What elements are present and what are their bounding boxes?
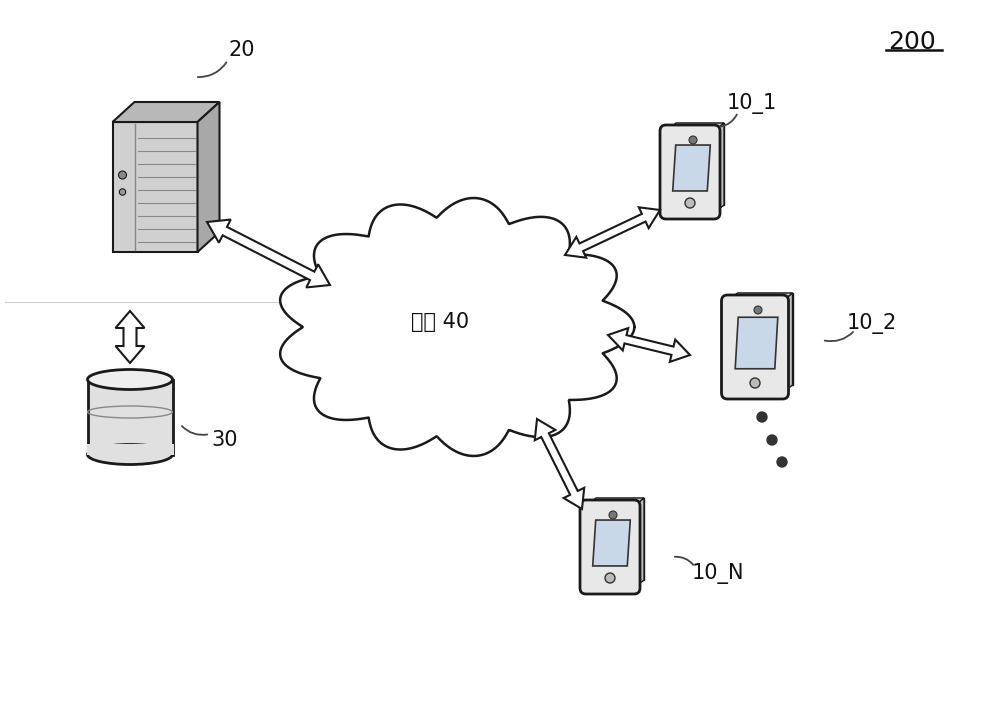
Polygon shape bbox=[735, 317, 778, 369]
Polygon shape bbox=[112, 102, 220, 122]
Polygon shape bbox=[676, 123, 724, 205]
Circle shape bbox=[119, 171, 127, 179]
Ellipse shape bbox=[88, 444, 173, 465]
Polygon shape bbox=[280, 198, 634, 456]
FancyBboxPatch shape bbox=[88, 380, 173, 454]
Polygon shape bbox=[673, 145, 710, 191]
Polygon shape bbox=[782, 293, 792, 393]
Polygon shape bbox=[737, 293, 792, 385]
Circle shape bbox=[605, 573, 615, 583]
Polygon shape bbox=[728, 293, 792, 301]
Text: 200: 200 bbox=[888, 30, 936, 54]
Circle shape bbox=[609, 511, 617, 519]
Polygon shape bbox=[586, 498, 644, 506]
Text: 网络 40: 网络 40 bbox=[411, 312, 469, 332]
Polygon shape bbox=[198, 102, 220, 252]
Circle shape bbox=[119, 189, 126, 195]
Text: 10_N: 10_N bbox=[692, 564, 744, 585]
Polygon shape bbox=[593, 520, 630, 566]
FancyBboxPatch shape bbox=[580, 500, 640, 594]
Polygon shape bbox=[666, 123, 724, 131]
Polygon shape bbox=[714, 123, 724, 213]
Circle shape bbox=[757, 412, 767, 422]
Polygon shape bbox=[596, 498, 644, 580]
Text: 20: 20 bbox=[229, 40, 255, 60]
FancyBboxPatch shape bbox=[660, 125, 720, 219]
Circle shape bbox=[767, 435, 777, 445]
Text: 10_1: 10_1 bbox=[727, 93, 777, 114]
Polygon shape bbox=[608, 328, 690, 362]
FancyBboxPatch shape bbox=[87, 444, 174, 454]
Circle shape bbox=[777, 457, 787, 467]
Circle shape bbox=[750, 378, 760, 388]
Text: 10_2: 10_2 bbox=[847, 314, 897, 334]
Polygon shape bbox=[565, 207, 660, 258]
FancyBboxPatch shape bbox=[112, 122, 198, 252]
Polygon shape bbox=[207, 220, 330, 287]
Circle shape bbox=[754, 306, 762, 314]
Polygon shape bbox=[535, 419, 584, 509]
FancyBboxPatch shape bbox=[722, 295, 788, 399]
Polygon shape bbox=[116, 311, 144, 363]
Circle shape bbox=[685, 198, 695, 208]
Ellipse shape bbox=[88, 369, 173, 390]
Polygon shape bbox=[634, 498, 644, 588]
Text: 30: 30 bbox=[212, 430, 238, 450]
Circle shape bbox=[689, 136, 697, 144]
